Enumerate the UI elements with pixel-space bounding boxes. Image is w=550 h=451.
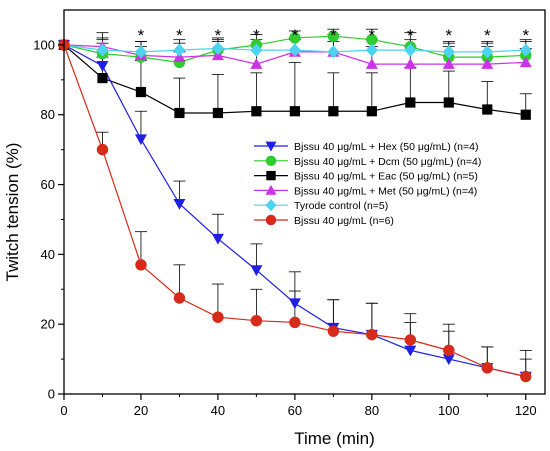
- significance-markers: * * * * * * * * * * *: [138, 26, 530, 45]
- data-point: [443, 97, 454, 108]
- data-point: [96, 143, 109, 156]
- x-tick-label: 40: [211, 403, 225, 418]
- data-point: [443, 344, 455, 357]
- significance-star: *: [215, 26, 222, 45]
- y-tick-label: 60: [41, 177, 55, 192]
- data-point: [520, 109, 531, 120]
- significance-star: *: [522, 26, 529, 45]
- data-point: [328, 106, 339, 117]
- legend-label: Bjssu 40 μg/mL + Met (50 μg/mL) (n=4): [294, 185, 477, 197]
- legend-marker: [265, 155, 277, 167]
- data-point: [327, 45, 340, 59]
- axes: 0 20 40 60 80 100 120 0 20 40 60 80 100: [33, 9, 546, 418]
- x-tick-label: 20: [134, 403, 148, 418]
- data-point: [327, 325, 340, 337]
- legend-label: Bjssu 40 μg/mL (n=6): [294, 215, 394, 227]
- x-tick-label: 60: [288, 403, 302, 418]
- data-point: [173, 43, 186, 57]
- data-point: [251, 106, 262, 117]
- data-point: [520, 370, 532, 383]
- data-point: [135, 86, 147, 98]
- data-point: [173, 198, 186, 210]
- data-point: [174, 107, 185, 119]
- legend: Bjssu 40 μg/mL + Hex (50 μg/mL) (n=4) Bjs…: [254, 141, 481, 227]
- data-point: [519, 43, 532, 57]
- data-point: [404, 43, 417, 57]
- significance-star: *: [330, 26, 337, 45]
- significance-star: *: [369, 26, 376, 45]
- data-point: [365, 58, 378, 69]
- legend-label: Bjssu 40 μg/mL + Eac (50 μg/mL) (n=5): [294, 171, 478, 183]
- data-point: [327, 30, 340, 42]
- data-point: [250, 58, 263, 69]
- legend-marker: [265, 199, 277, 212]
- x-axis-title: Time (min): [294, 429, 375, 448]
- legend-marker: [265, 141, 277, 152]
- data-point: [481, 362, 493, 374]
- data-point: [289, 316, 301, 329]
- data-point: [366, 328, 378, 341]
- data-point: [482, 104, 493, 115]
- data-point: [288, 43, 301, 57]
- data-point: [96, 61, 109, 72]
- data-point: [211, 233, 224, 245]
- legend-marker: [265, 184, 277, 195]
- significance-star: *: [253, 26, 260, 45]
- legend-marker: [265, 214, 277, 226]
- data-point: [212, 107, 224, 119]
- data-point: [97, 72, 108, 84]
- x-tick-label: 120: [515, 403, 537, 418]
- data-point: [442, 354, 455, 366]
- data-point: [289, 32, 301, 44]
- significance-star: *: [407, 26, 414, 45]
- y-tick-label: 20: [41, 317, 55, 332]
- data-point: [96, 43, 109, 57]
- data-point: [250, 43, 263, 57]
- data-point: [481, 45, 494, 59]
- legend-label: Tyrode control (n=5): [294, 200, 388, 212]
- data-point: [481, 58, 494, 69]
- data-point: [173, 292, 186, 304]
- x-tick-label: 80: [365, 403, 379, 418]
- series-markers: [58, 30, 532, 383]
- data-point: [404, 58, 417, 69]
- legend-label: Bjssu 40 μg/mL + Dcm (50 μg/mL) (n=4): [294, 156, 481, 168]
- data-point: [405, 97, 416, 108]
- plot-frame: [63, 9, 546, 395]
- significance-star: *: [138, 26, 145, 45]
- data-point: [134, 134, 147, 146]
- y-tick-label: 80: [41, 107, 55, 122]
- data-point: [442, 58, 455, 69]
- data-point: [365, 43, 378, 57]
- legend-marker: [266, 170, 276, 181]
- data-point: [135, 259, 147, 271]
- significance-star: *: [176, 26, 183, 45]
- data-point: [289, 106, 300, 117]
- data-point: [250, 265, 263, 277]
- significance-star: *: [292, 26, 299, 45]
- data-point: [366, 106, 377, 117]
- significance-star: *: [445, 26, 452, 45]
- data-point: [250, 314, 263, 327]
- data-point: [211, 41, 224, 55]
- y-tick-label: 0: [48, 387, 55, 402]
- x-tick-label: 100: [438, 403, 460, 418]
- data-point: [404, 334, 417, 346]
- y-axis-title: Twitch tension (%): [3, 143, 22, 282]
- data-point: [519, 56, 532, 68]
- data-point: [288, 298, 301, 310]
- y-tick-label: 40: [41, 247, 55, 262]
- x-tick-label: 0: [60, 403, 67, 418]
- data-point: [442, 45, 455, 59]
- data-point: [404, 345, 417, 357]
- significance-star: *: [484, 26, 491, 45]
- data-point: [212, 311, 224, 323]
- legend-label: Bjssu 40 μg/mL + Hex (50 μg/mL) (n=4): [294, 141, 478, 153]
- data-point: [366, 33, 378, 46]
- y-tick-label: 100: [33, 37, 55, 52]
- data-point: [134, 45, 147, 59]
